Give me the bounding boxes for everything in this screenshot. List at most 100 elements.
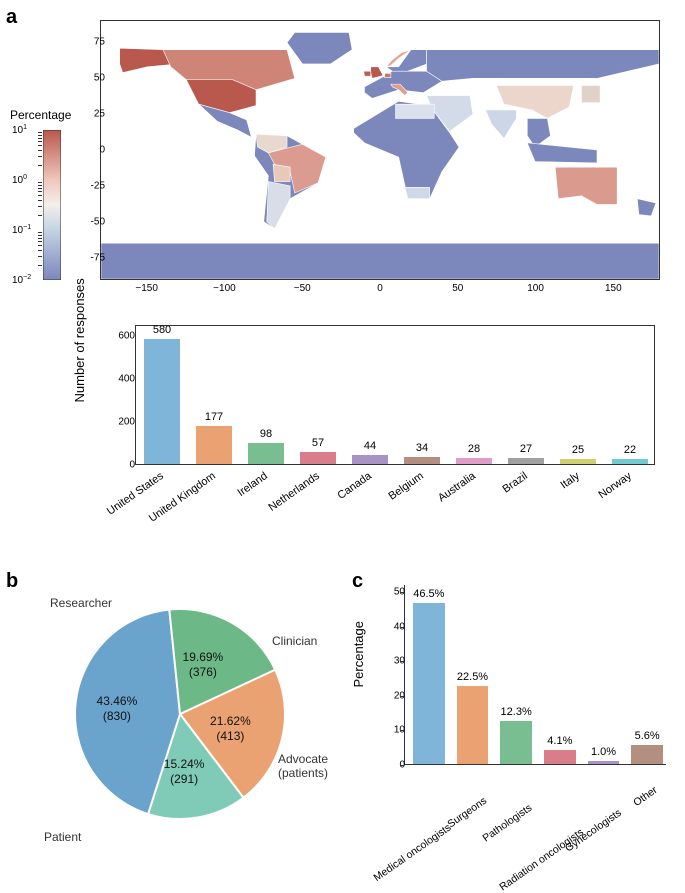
colorbar-minor-tick [38, 141, 42, 142]
map-region-japan [581, 86, 600, 103]
map-region-antarctica [101, 243, 659, 279]
map-ytick: 0 [75, 145, 105, 156]
map-ytick: -50 [75, 217, 105, 228]
map-ytick: 25 [75, 108, 105, 119]
colorbar-gradient [43, 130, 61, 280]
panel-c: Percentage 46.5%22.5%12.3%4.1%1.0%5.6% 0… [368, 585, 673, 875]
panel-a: Percentage 10−210−1100101 -75-50-2502550… [20, 20, 670, 310]
map-region-russia [427, 50, 659, 82]
colorbar-minor-tick [38, 245, 42, 246]
colorbar-minor-tick [38, 250, 42, 251]
barchart-a-value: 34 [416, 442, 428, 454]
pie-value: 43.46%(830) [97, 694, 138, 724]
pie-value: 21.62%(413) [210, 714, 251, 744]
barchart-a-value: 44 [364, 440, 376, 452]
pie-value: 19.69%(376) [183, 650, 224, 680]
colorbar-minor-tick [38, 215, 42, 216]
barchart-a-value: 57 [312, 437, 324, 449]
colorbar-minor-tick [38, 185, 42, 186]
pie-label: Clinician [272, 634, 317, 648]
barchart-a-bar [196, 426, 232, 464]
barchart-a-xtick: Belgium [419, 470, 426, 480]
colorbar-minor-tick [38, 191, 42, 192]
barchart-c-value: 46.5% [413, 588, 444, 600]
barchart-c-bar [413, 603, 444, 764]
map-region-netherlands-belgium [385, 73, 391, 77]
pie-label: Advocate(patients) [278, 752, 328, 780]
map-region-nz [637, 199, 656, 216]
barchart-a-value: 177 [205, 411, 223, 423]
map-region-india [485, 110, 516, 139]
barchart-a-bar [144, 339, 180, 464]
map-ytick: 75 [75, 36, 105, 47]
map-xtick: 150 [605, 283, 622, 294]
map-xtick: −100 [213, 283, 236, 294]
map-ytick: 50 [75, 72, 105, 83]
map-xtick: −150 [135, 283, 158, 294]
barchart-a-ytick: 0 [105, 460, 135, 471]
barchart-a-value: 580 [153, 324, 171, 336]
barchart-a-bar [404, 457, 440, 464]
barchart-a-value: 22 [624, 444, 636, 456]
barchart-a-xtick: United States [159, 470, 166, 480]
barchart-a-frame: 5801779857443428272522 [135, 325, 655, 465]
colorbar-minor-tick [38, 132, 42, 133]
colorbar-minor-tick [38, 200, 42, 201]
colorbar-minor-tick [38, 182, 42, 183]
barchart-c-ytick-mark [400, 661, 404, 662]
map-xtick: 0 [377, 283, 383, 294]
barchart-c-frame: 46.5%22.5%12.3%4.1%1.0%5.6% [404, 585, 666, 765]
barchart-a-value: 27 [520, 443, 532, 455]
barchart-c-xtick: Pathologists [528, 769, 582, 812]
barchart-c-bar [588, 761, 619, 764]
map-region-se-asia [527, 118, 550, 147]
barchart-a-value: 28 [468, 443, 480, 455]
colorbar-minor-tick [38, 138, 42, 139]
barchart-a-bar [508, 458, 544, 464]
colorbar-minor-tick [38, 135, 42, 136]
colorbar-tick: 10−2 [12, 274, 31, 286]
map-ytick: -25 [75, 181, 105, 192]
barchart-c-value: 4.1% [547, 735, 572, 747]
barchart-a-ytick: 600 [105, 330, 135, 341]
barchart-a-xtick: Norway [627, 470, 634, 480]
barchart-c-ytick-mark [400, 730, 404, 731]
responses-barchart: Number of responses 58017798574434282725… [95, 325, 660, 525]
world-map [100, 20, 660, 280]
barchart-c-bar [631, 745, 662, 764]
barchart-a-xtick: Brazil [523, 470, 530, 480]
barchart-a-ytick: 200 [105, 416, 135, 427]
barchart-c-xtick: Surgeons [482, 769, 526, 805]
barchart-a-xtick: Italy [575, 470, 582, 480]
barchart-a-ytick: 400 [105, 373, 135, 384]
panel-b: Clinician21.62%(413)Advocate(patients)15… [20, 582, 355, 872]
colorbar-minor-tick [38, 195, 42, 196]
map-xtick: 100 [527, 283, 544, 294]
barchart-c-ytick-mark [400, 765, 404, 766]
barchart-a-xtick: Canada [367, 470, 374, 480]
colorbar-minor-tick [38, 241, 42, 242]
pie-label: Researcher [50, 596, 112, 610]
barchart-c-value: 12.3% [501, 706, 532, 718]
barchart-c-bar [544, 750, 575, 764]
map-area: Percentage 10−210−1100101 -75-50-2502550… [20, 20, 670, 310]
barchart-a-ylabel: Number of responses [72, 278, 87, 402]
panel-c-label: c [352, 570, 363, 593]
barchart-c-ytick-mark [400, 696, 404, 697]
pie-label: Patient [44, 830, 81, 844]
colorbar-minor-tick [38, 235, 42, 236]
barchart-a-value: 25 [572, 444, 584, 456]
barchart-a-bar [352, 455, 388, 464]
colorbar-minor-tick [38, 188, 42, 189]
barchart-a-xtick: Ireland [263, 470, 270, 480]
colorbar-title: Percentage [10, 108, 71, 122]
map-region-uk [371, 67, 383, 79]
map-region-ireland [364, 71, 371, 76]
barchart-a-xtick: Australia [471, 470, 478, 480]
map-ytick: -75 [75, 253, 105, 264]
barchart-c-ylabel: Percentage [351, 621, 366, 688]
colorbar-tick: 101 [12, 124, 27, 136]
colorbar-minor-tick [38, 165, 42, 166]
map-region-argentina [267, 182, 290, 229]
panel-b-label: b [6, 570, 18, 593]
